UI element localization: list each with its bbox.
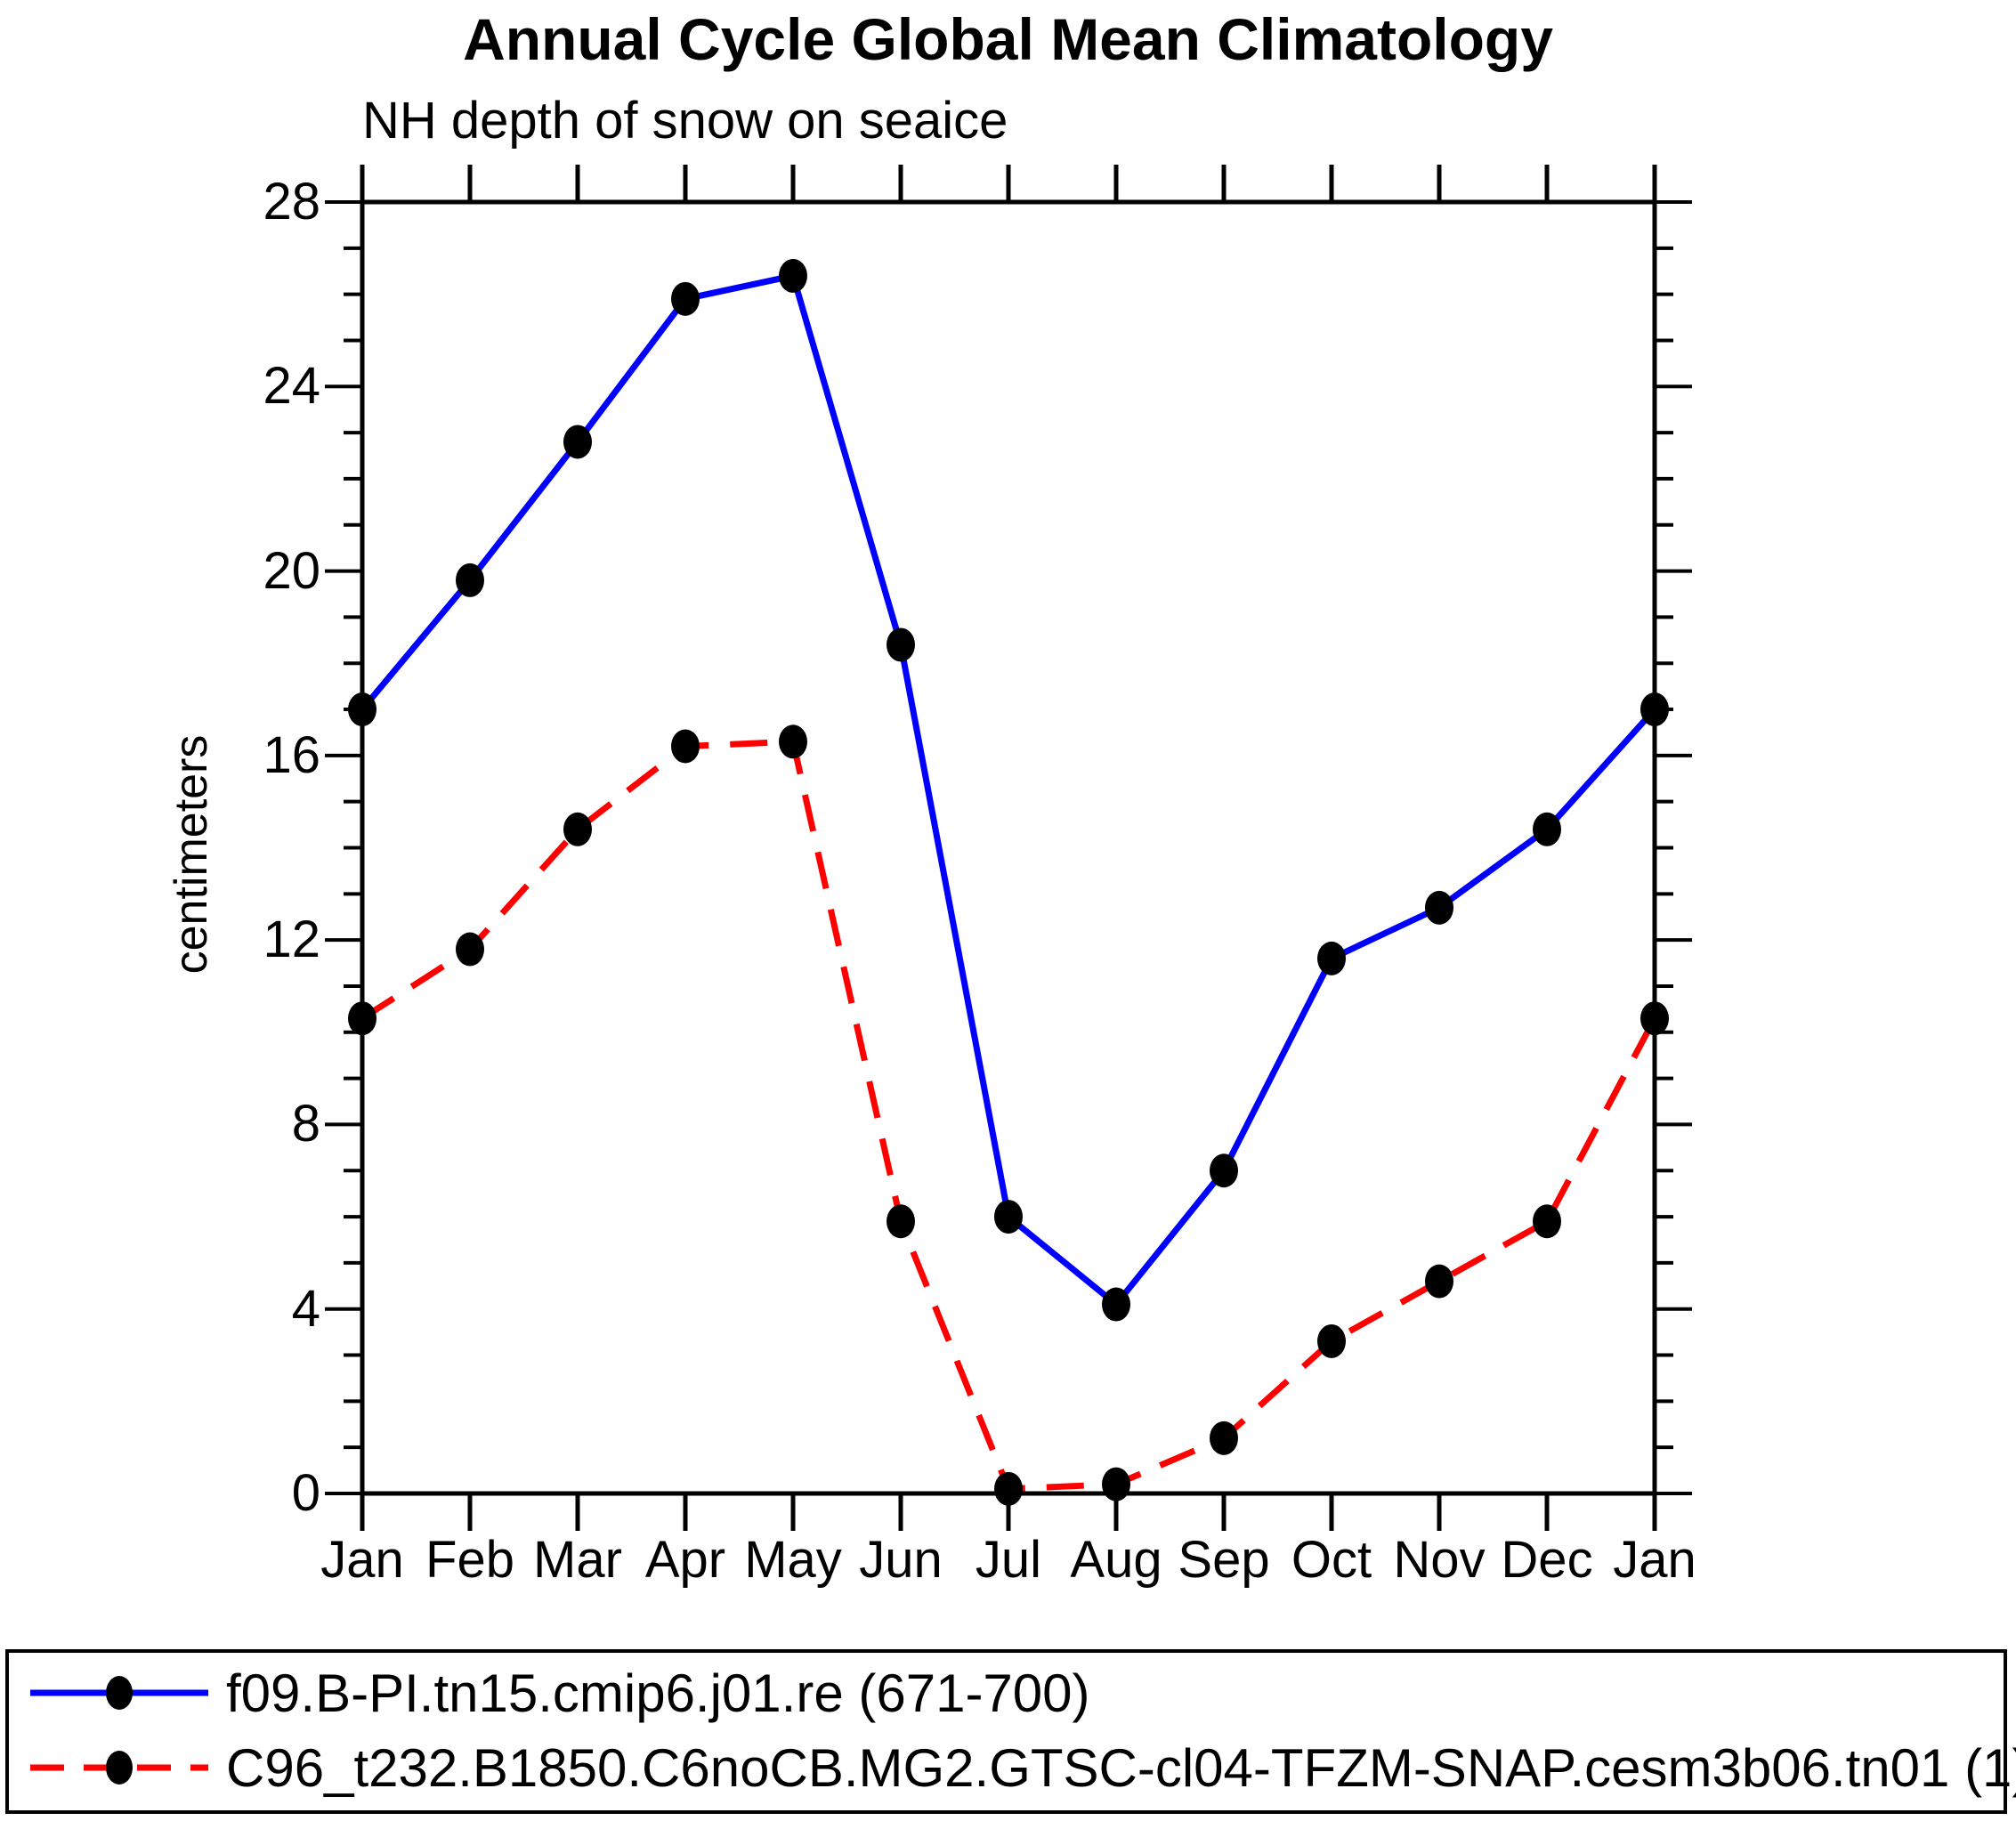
legend-swatch-series-2 [30,1751,208,1785]
x-tick-label: Nov [1393,1531,1486,1589]
y-tick-label: 4 [291,1279,320,1338]
data-point [456,932,484,967]
y-tick-label: 28 [263,173,320,231]
data-point [1102,1467,1130,1501]
x-tick-label: Dec [1501,1531,1593,1589]
x-tick-label: Jan [320,1531,404,1589]
data-point [1533,812,1561,846]
data-point [671,729,700,764]
x-tick-label: Apr [644,1531,726,1589]
data-point [779,258,807,293]
data-point [563,812,592,846]
x-tick-label: May [744,1531,842,1589]
y-tick-label: 0 [291,1464,320,1522]
x-tick-label: Jun [859,1531,943,1589]
data-point [348,692,376,727]
x-tick-label: Jan [1613,1531,1696,1589]
legend-marker-dot [106,1751,133,1785]
data-point [994,1471,1023,1506]
legend-label: C96_t232.B1850.C6noCB.MG2.GTSC-cl04-TFZM… [226,1737,2016,1798]
data-point [563,425,592,459]
y-tick-label: 20 [263,541,320,600]
data-point [456,562,484,597]
data-point [994,1200,1023,1234]
data-point [1640,1001,1669,1036]
chart-title: Annual Cycle Global Mean Climatology [463,6,1553,72]
data-point [887,627,915,662]
data-point [1425,890,1453,925]
y-tick-label: 8 [291,1095,320,1153]
x-tick-label: Oct [1291,1531,1372,1589]
series-2-line [360,738,1658,1493]
data-point [1317,1323,1346,1358]
data-point [1317,941,1346,975]
legend-label: f09.B-PI.tn15.cmip6.j01.re (671-700) [226,1663,1090,1723]
data-point [1210,1153,1238,1188]
chart-subtitle: NH depth of snow on seaice [362,92,1008,150]
y-tick-label: 24 [263,357,320,416]
plot-frame [360,199,1657,1496]
data-point [671,281,700,316]
data-point [1425,1264,1453,1299]
legend-box: f09.B-PI.tn15.cmip6.j01.re (671-700) C96… [5,1649,2016,1814]
x-tick-label: Jul [975,1531,1042,1589]
legend-swatch-series-1 [30,1676,208,1710]
data-point [1102,1287,1130,1322]
data-point [1640,692,1669,727]
data-point [348,1001,376,1036]
legend-marker-dot [106,1676,133,1710]
legend-item: f09.B-PI.tn15.cmip6.j01.re (671-700) [21,1657,1090,1728]
legend-item: C96_t232.B1850.C6noCB.MG2.GTSC-cl04-TFZM… [21,1732,2016,1803]
data-point [779,724,807,759]
x-tick-label: Feb [425,1531,514,1589]
series-1-line [360,271,1657,1309]
data-point [887,1204,915,1239]
x-tick-label: Aug [1070,1531,1162,1589]
x-tick-label: Sep [1178,1531,1270,1589]
data-point [1533,1204,1561,1239]
y-tick-label: 12 [263,910,320,969]
y-tick-label: 16 [263,725,320,784]
x-tick-label: Mar [533,1531,622,1589]
data-point [1210,1420,1238,1455]
